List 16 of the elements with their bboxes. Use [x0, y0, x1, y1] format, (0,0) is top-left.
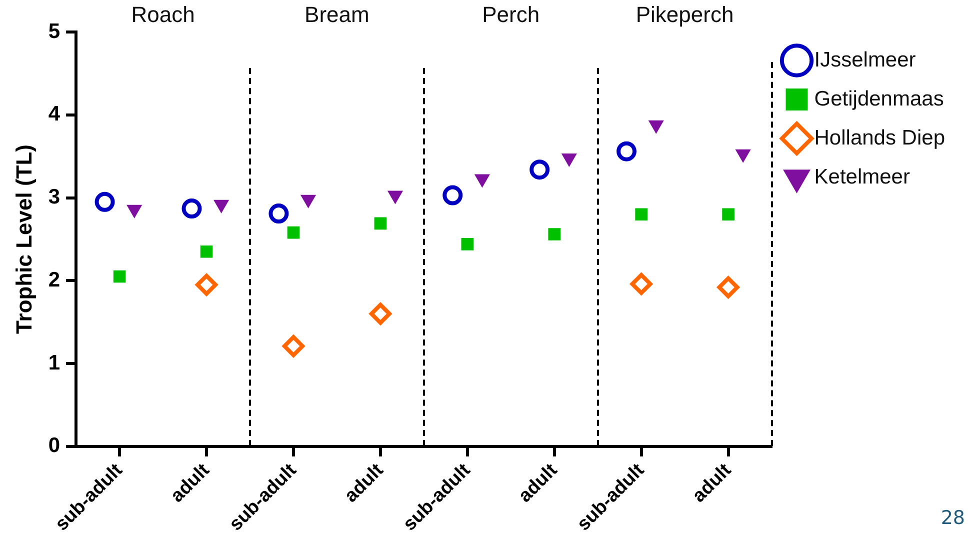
y-tick-label: 4 — [48, 102, 60, 126]
y-tick-label: 1 — [48, 351, 60, 374]
y-axis-title: Trophic Level (TL) — [11, 144, 36, 334]
legend-label: Hollands Diep — [814, 126, 946, 150]
text: Perch — [481, 2, 541, 28]
text: Roach — [130, 2, 196, 28]
text: 28 — [940, 507, 965, 529]
y-tick-label: 5 — [48, 20, 60, 43]
y-tick-label: 3 — [48, 186, 60, 209]
legend-label: Getijdenmaas — [814, 87, 944, 110]
text: Bream — [304, 2, 370, 28]
y-tick-label: 0 — [48, 434, 60, 458]
legend-label: Ketelmeer — [814, 165, 910, 188]
y-tick-label: 2 — [48, 268, 60, 292]
legend-label: IJsselmeer — [814, 48, 916, 72]
text: Pikeperch — [634, 2, 735, 28]
